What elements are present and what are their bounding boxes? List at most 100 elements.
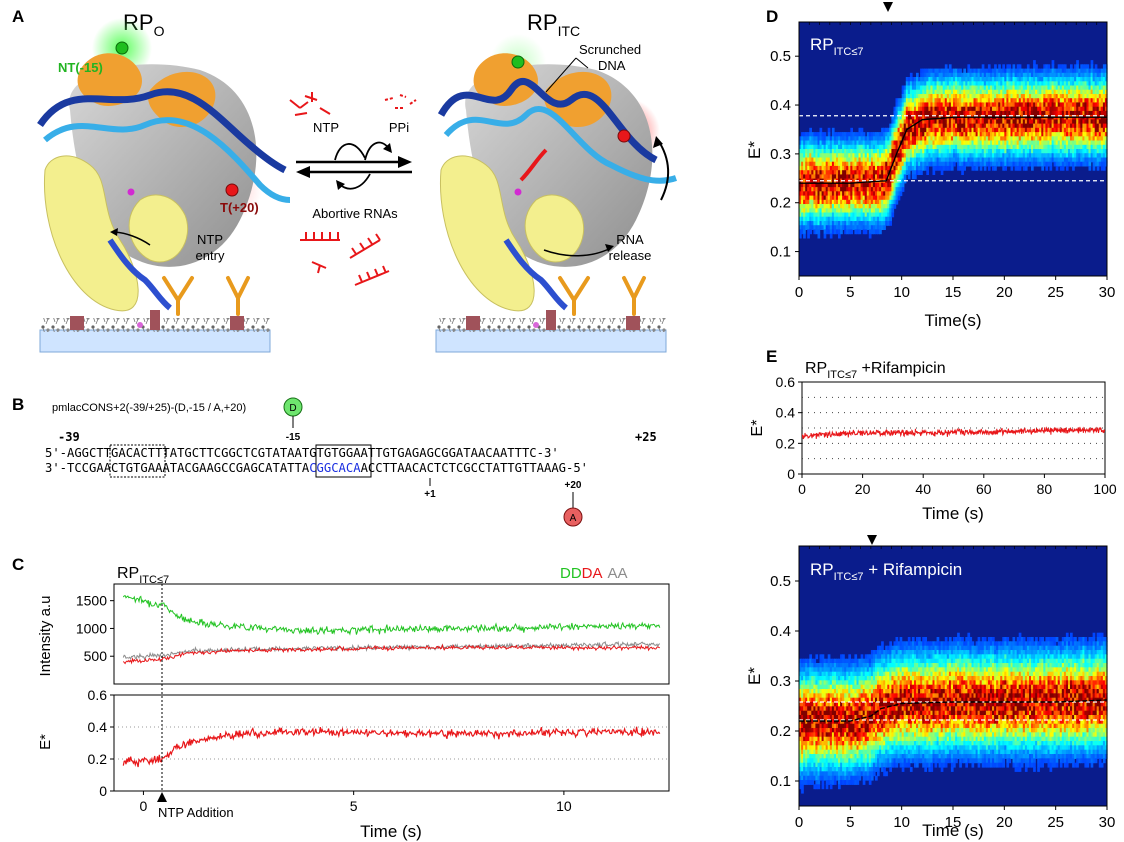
heatmap-cell [833, 758, 837, 764]
heatmap-cell [838, 762, 841, 768]
heatmap-cell [1065, 123, 1069, 129]
heatmap-cell [819, 127, 823, 133]
heatmap-cell [963, 149, 966, 154]
heatmap-cell [907, 149, 911, 154]
heatmap-cell [893, 153, 897, 158]
heatmap-cell [901, 165, 905, 171]
heatmap-cell [864, 208, 868, 214]
heatmap-cell [862, 671, 866, 677]
heatmap-cell [891, 187, 895, 192]
heatmap-cell [831, 775, 835, 781]
heatmap-cell [809, 654, 812, 660]
heatmap-cell [870, 723, 874, 729]
heatmap-cell [1059, 77, 1063, 82]
heatmap-cell [1043, 64, 1046, 70]
heatmap-cell [831, 136, 835, 142]
heatmap-cell [1102, 140, 1106, 146]
heatmap-cell [1104, 94, 1108, 99]
heatmap-cell [946, 161, 950, 167]
heatmap-cell [866, 658, 870, 664]
heatmap-cell [801, 754, 804, 759]
heatmap-cell [1100, 102, 1104, 108]
heatmap-cell [1098, 144, 1102, 150]
heatmap-cell [975, 102, 979, 108]
heatmap-cell [860, 204, 864, 209]
heatmap-cell [891, 174, 895, 180]
heatmap-cell [924, 115, 927, 120]
heatmap-cell [983, 161, 987, 167]
heatmap-cell [1086, 68, 1090, 74]
heatmap-cell [1084, 94, 1088, 99]
heatmap-cell [872, 767, 876, 772]
heatmap-cell [920, 119, 923, 125]
heatmap-cell [909, 132, 913, 137]
heatmap-cell [922, 136, 925, 142]
heatmap-cell [963, 81, 966, 87]
heatmap-cell [911, 94, 915, 99]
heatmap-cell [936, 123, 940, 129]
heatmap-cell [1008, 140, 1012, 146]
heatmap-cell [829, 195, 833, 201]
heatmap-cell [829, 671, 833, 677]
heatmap-cell [948, 77, 952, 82]
heatmap-cell [885, 153, 888, 158]
heatmap-cell [809, 182, 812, 188]
heatmap-cell [1084, 127, 1088, 133]
heatmap-cell [1018, 153, 1022, 158]
heatmap-cell [852, 149, 856, 154]
heatmap-cell [1010, 161, 1014, 167]
heatmap-cell [842, 758, 845, 764]
heatmap-cell [948, 106, 952, 112]
heatmap-cell [950, 119, 954, 125]
heatmap-cell [957, 165, 960, 171]
heatmap-cell [916, 127, 919, 133]
heatmap-cell [946, 149, 950, 154]
heatmap-cell [918, 140, 921, 146]
heatmap-cell [877, 684, 880, 690]
heatmap-cell [831, 170, 835, 175]
nascent-rna [519, 148, 548, 182]
heatmap-cell [1057, 119, 1061, 125]
heatmap-cell [920, 85, 923, 91]
heatmap-cell [922, 119, 925, 125]
heatmap-cell [836, 736, 839, 742]
heatmap-cell [1006, 127, 1010, 133]
heatmap-cell [928, 106, 932, 112]
heatmap-cell [819, 191, 823, 197]
heatmap-cell [825, 689, 829, 694]
heatmap-cell [911, 115, 915, 120]
heatmap-cell [920, 106, 923, 112]
heatmap-cell [827, 174, 831, 180]
heatmap-cell [971, 106, 975, 112]
heatmap-cell [914, 110, 917, 116]
xtick-label: 10 [893, 284, 910, 301]
heatmap-cell [1088, 144, 1092, 150]
heatmap-cell [842, 161, 845, 167]
heatmap-cell [897, 102, 901, 108]
heatmap-cell [1018, 89, 1022, 95]
heatmap-cell [1008, 136, 1012, 142]
heatmap-cell [899, 106, 903, 112]
heatmap-cell [946, 110, 950, 116]
heatmap-cell [1098, 72, 1102, 78]
heatmap-cell [807, 132, 810, 137]
heatmap-cell [827, 728, 831, 733]
heatmap-cell [833, 762, 837, 768]
heatmap-cell [924, 165, 927, 171]
heatmap-cell [1057, 68, 1061, 74]
heatmap-cell [836, 775, 839, 781]
heatmap-cell [936, 94, 940, 99]
heatmap-cell [1096, 102, 1100, 108]
heatmap-cell [852, 676, 856, 681]
heatmap-cell [998, 68, 1001, 74]
heatmap-cell [831, 144, 835, 150]
heatmap-cell [1059, 110, 1063, 116]
heatmap-cell [842, 216, 845, 222]
heatmap-cell [872, 706, 876, 712]
heatmap-cell [948, 132, 952, 137]
heatmap-cell [1068, 106, 1071, 112]
heatmap-cell [879, 689, 882, 694]
heatmap-cell [883, 170, 886, 175]
heatmap-cell [856, 170, 860, 175]
heatmap-cell [875, 767, 878, 772]
